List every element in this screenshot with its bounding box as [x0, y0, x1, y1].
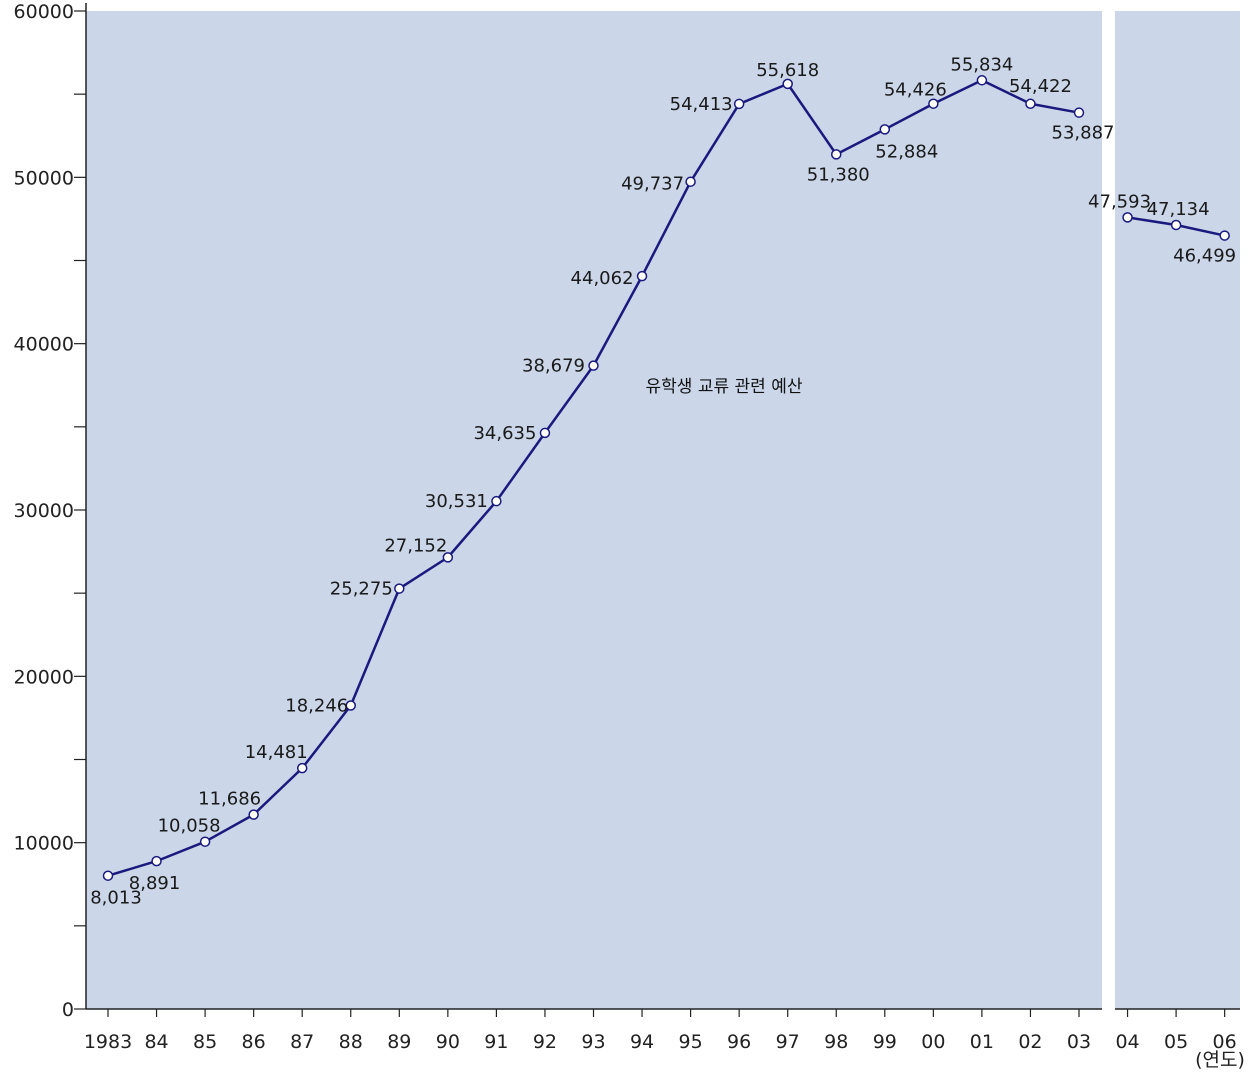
data-label: 8,891	[129, 873, 181, 894]
data-label: 10,058	[158, 816, 221, 837]
x-tick-label: 95	[679, 1031, 703, 1053]
x-tick-label: 03	[1067, 1031, 1091, 1053]
data-point	[394, 583, 405, 594]
data-point	[442, 552, 454, 563]
data-point	[1170, 219, 1182, 231]
data-label: 34,635	[473, 423, 536, 444]
data-point	[733, 98, 745, 110]
x-tick-label: 91	[484, 1031, 508, 1053]
data-point	[636, 270, 648, 282]
x-tick-label: 85	[193, 1031, 217, 1053]
data-label: 27,152	[384, 535, 447, 556]
x-tick-label: 90	[436, 1031, 460, 1053]
data-label: 44,062	[571, 268, 634, 289]
x-tick-label: 04	[1115, 1031, 1139, 1053]
data-label: 54,426	[884, 80, 947, 101]
data-point	[491, 495, 502, 507]
y-tick-label: 60000	[14, 1, 74, 23]
data-label: 8,013	[90, 888, 142, 909]
data-label: 18,246	[285, 696, 348, 717]
data-point	[151, 855, 162, 867]
data-label: 55,618	[756, 60, 819, 81]
x-tick-label: 06	[1213, 1031, 1237, 1053]
data-point	[685, 176, 696, 187]
x-tick-label: 97	[776, 1031, 800, 1053]
plot-panel-2004-2006	[1115, 11, 1240, 1009]
x-tick-label: 02	[1018, 1031, 1042, 1053]
data-point	[296, 762, 308, 774]
data-label: 38,679	[522, 356, 585, 377]
x-axis-unit-label: (연도)	[1195, 1049, 1245, 1071]
chart-annotation: 유학생 교류 관련 예산	[646, 377, 803, 397]
data-point	[928, 98, 939, 109]
data-point	[345, 700, 356, 711]
data-point	[588, 360, 599, 371]
data-point	[1073, 107, 1085, 118]
data-label: 52,884	[875, 141, 938, 162]
data-label: 54,413	[670, 94, 733, 115]
data-point	[1122, 212, 1133, 223]
y-tick-label: 0	[62, 999, 74, 1021]
data-label: 30,531	[425, 491, 488, 512]
x-tick-label: 05	[1164, 1031, 1188, 1053]
data-label: 47,134	[1147, 199, 1210, 220]
data-point	[102, 870, 114, 881]
y-tick-label: 30000	[14, 500, 74, 522]
data-point	[831, 149, 842, 160]
x-tick-label: 92	[533, 1031, 557, 1053]
data-label: 49,737	[621, 174, 684, 195]
x-tick-label: 98	[824, 1031, 848, 1053]
y-tick-label: 40000	[14, 334, 74, 356]
data-label: 55,834	[950, 54, 1013, 75]
data-point	[782, 78, 793, 90]
y-tick-label: 20000	[14, 666, 74, 688]
data-point	[248, 809, 259, 820]
data-label: 47,593	[1088, 191, 1151, 212]
x-tick-label: 99	[873, 1031, 897, 1053]
data-point	[539, 427, 551, 439]
data-point	[976, 75, 988, 86]
data-label: 54,422	[1009, 76, 1072, 97]
data-point	[879, 124, 891, 135]
x-tick-label: 87	[290, 1031, 314, 1053]
data-label: 25,275	[330, 579, 393, 600]
x-tick-label: 88	[339, 1031, 363, 1053]
x-tick-label: 94	[630, 1031, 654, 1053]
data-label: 53,887	[1052, 123, 1115, 144]
x-tick-label: 96	[727, 1031, 751, 1053]
data-point	[199, 836, 211, 847]
x-tick-label: 89	[387, 1031, 411, 1053]
data-label: 51,380	[807, 164, 870, 185]
plot-panels	[86, 11, 1240, 1009]
x-tick-label: 86	[242, 1031, 266, 1053]
data-label: 46,499	[1173, 246, 1236, 267]
x-tick-label: 01	[970, 1031, 994, 1053]
x-tick-label: 00	[921, 1031, 945, 1053]
y-tick-label: 50000	[14, 167, 74, 189]
plot-panel-1983-2003	[86, 11, 1102, 1009]
axes: 0 10000 20000 30000 40000 50000 60000 1983 84 85 8…	[14, 1, 1240, 1053]
data-point	[1219, 230, 1230, 241]
y-tick-label: 10000	[14, 833, 74, 855]
data-point	[1025, 98, 1036, 110]
x-tick-label: 93	[581, 1031, 605, 1053]
x-tick-label: 1983	[84, 1031, 132, 1053]
data-label: 14,481	[245, 742, 308, 763]
series-markers	[102, 75, 1230, 881]
data-label: 11,686	[198, 789, 261, 810]
x-tick-label: 84	[144, 1031, 168, 1053]
